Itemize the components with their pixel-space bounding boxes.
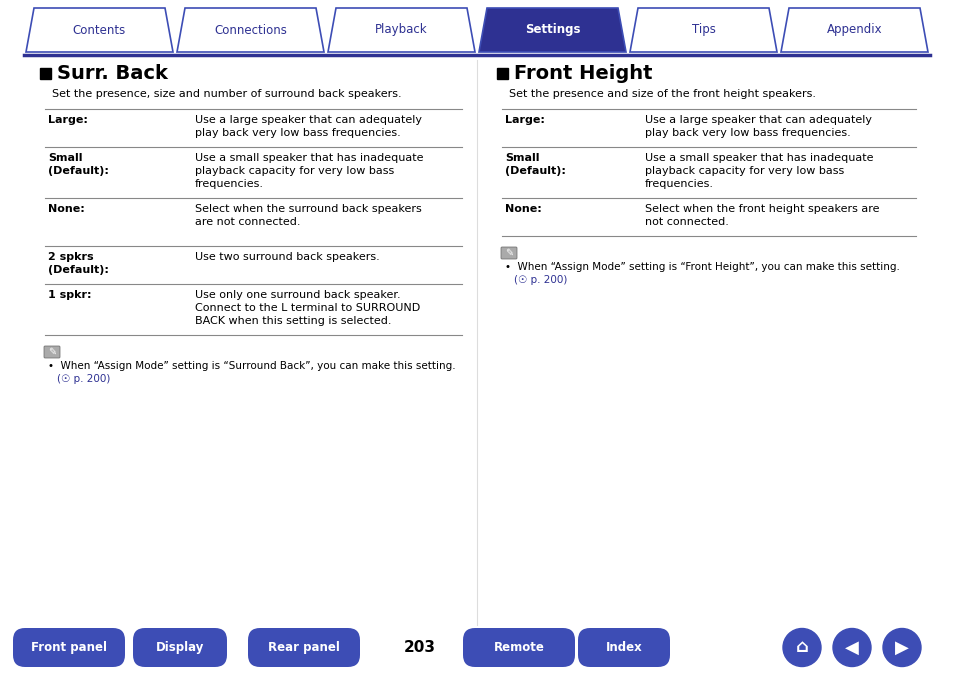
Text: Use a large speaker that can adequately
play back very low bass frequencies.: Use a large speaker that can adequately … xyxy=(194,115,421,138)
Text: Set the presence and size of the front height speakers.: Set the presence and size of the front h… xyxy=(509,89,815,99)
Text: Large:: Large: xyxy=(504,115,544,125)
FancyBboxPatch shape xyxy=(13,628,125,667)
Polygon shape xyxy=(26,8,172,52)
Text: Select when the front height speakers are
not connected.: Select when the front height speakers ar… xyxy=(644,204,879,227)
Polygon shape xyxy=(328,8,475,52)
Circle shape xyxy=(882,629,920,666)
Text: 2 spkrs
(Default):: 2 spkrs (Default): xyxy=(48,252,109,275)
Text: Use a small speaker that has inadequate
playback capacity for very low bass
freq: Use a small speaker that has inadequate … xyxy=(644,153,873,189)
FancyBboxPatch shape xyxy=(248,628,359,667)
Text: Rear panel: Rear panel xyxy=(268,641,339,654)
FancyBboxPatch shape xyxy=(44,346,60,358)
Circle shape xyxy=(832,629,870,666)
Text: Use only one surround back speaker.
Connect to the L terminal to SURROUND
BACK w: Use only one surround back speaker. Conn… xyxy=(194,290,420,326)
Text: Select when the surround back speakers
are not connected.: Select when the surround back speakers a… xyxy=(194,204,421,227)
Text: Small
(Default):: Small (Default): xyxy=(504,153,565,176)
Text: Use a small speaker that has inadequate
playback capacity for very low bass
freq: Use a small speaker that has inadequate … xyxy=(194,153,423,189)
Text: ✎: ✎ xyxy=(48,347,56,357)
Text: None:: None: xyxy=(48,204,85,214)
Text: Front panel: Front panel xyxy=(30,641,107,654)
Text: Front Height: Front Height xyxy=(514,64,652,83)
Polygon shape xyxy=(781,8,927,52)
Text: •  When “Assign Mode” setting is “Surround Back”, you can make this setting.: • When “Assign Mode” setting is “Surroun… xyxy=(48,361,456,371)
Text: Remote: Remote xyxy=(493,641,544,654)
Polygon shape xyxy=(478,8,625,52)
Text: ✎: ✎ xyxy=(504,248,513,258)
Text: Use two surround back speakers.: Use two surround back speakers. xyxy=(194,252,379,262)
Text: Small
(Default):: Small (Default): xyxy=(48,153,109,176)
Text: •  When “Assign Mode” setting is “Front Height”, you can make this setting.: • When “Assign Mode” setting is “Front H… xyxy=(504,262,899,272)
Text: None:: None: xyxy=(504,204,541,214)
Text: Settings: Settings xyxy=(524,24,579,36)
Text: ◀: ◀ xyxy=(844,639,858,656)
Text: (☉ p. 200): (☉ p. 200) xyxy=(57,374,111,384)
Text: Large:: Large: xyxy=(48,115,88,125)
Text: Display: Display xyxy=(155,641,204,654)
Text: Index: Index xyxy=(605,641,641,654)
FancyBboxPatch shape xyxy=(462,628,575,667)
FancyBboxPatch shape xyxy=(578,628,669,667)
Text: Set the presence, size and number of surround back speakers.: Set the presence, size and number of sur… xyxy=(52,89,401,99)
Text: Appendix: Appendix xyxy=(826,24,882,36)
Text: Contents: Contents xyxy=(72,24,126,36)
Text: Connections: Connections xyxy=(213,24,287,36)
Polygon shape xyxy=(177,8,324,52)
Text: 1 spkr:: 1 spkr: xyxy=(48,290,91,300)
Text: ⌂: ⌂ xyxy=(795,639,807,656)
Bar xyxy=(40,68,51,79)
Text: (☉ p. 200): (☉ p. 200) xyxy=(514,275,567,285)
Bar xyxy=(497,68,507,79)
Text: Playback: Playback xyxy=(375,24,427,36)
FancyBboxPatch shape xyxy=(132,628,227,667)
Text: Surr. Back: Surr. Back xyxy=(57,64,168,83)
Circle shape xyxy=(782,629,821,666)
FancyBboxPatch shape xyxy=(500,247,517,259)
Text: Use a large speaker that can adequately
play back very low bass frequencies.: Use a large speaker that can adequately … xyxy=(644,115,871,138)
Text: 203: 203 xyxy=(403,640,436,655)
Text: Tips: Tips xyxy=(691,24,715,36)
Text: ▶: ▶ xyxy=(894,639,908,656)
Polygon shape xyxy=(629,8,776,52)
